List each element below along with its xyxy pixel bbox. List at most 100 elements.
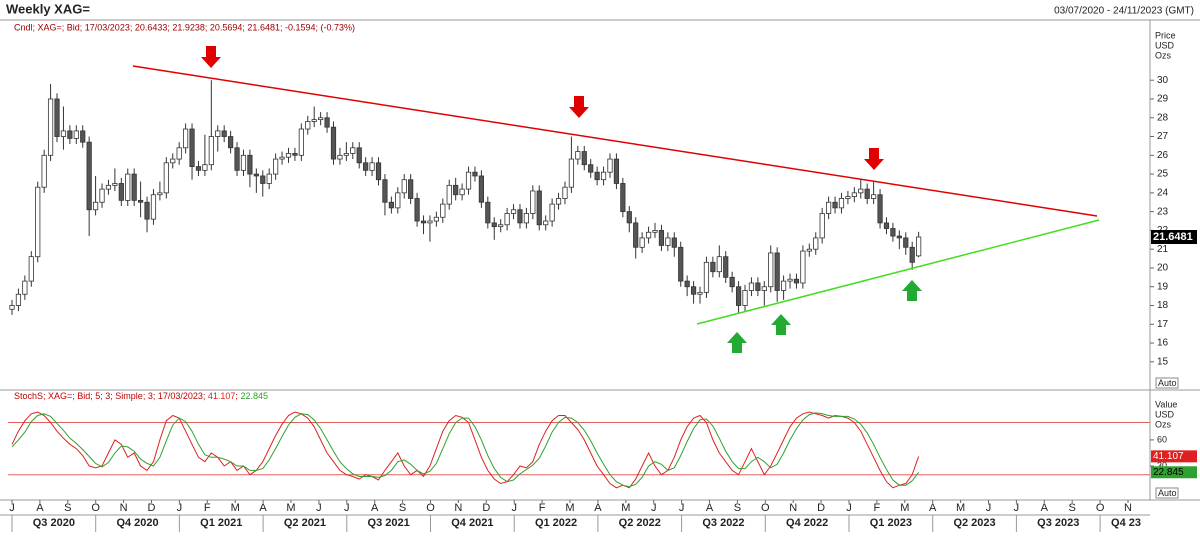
candle-body <box>15 293 22 306</box>
candle-body <box>742 290 748 306</box>
candle-body <box>73 130 79 139</box>
candle-body <box>716 256 722 273</box>
auto-button <box>1155 377 1179 389</box>
y-tick-label: 27 <box>1157 131 1169 142</box>
candle-body <box>453 184 459 196</box>
resistance-line <box>132 65 1098 217</box>
candle-body <box>748 282 755 291</box>
value-box <box>1151 450 1197 463</box>
candle-body <box>896 235 902 239</box>
candle-body <box>260 175 266 184</box>
candle-body <box>845 196 851 199</box>
candle-body <box>131 173 137 201</box>
candle-body <box>671 237 677 248</box>
candle-body <box>916 236 922 257</box>
candle-body <box>665 237 671 246</box>
x-tick-label: N <box>120 502 128 514</box>
candle-body <box>806 248 812 252</box>
price-panel: PriceUSDOzs15161718192021222324252627282… <box>9 30 1197 389</box>
candle-body <box>54 98 60 137</box>
quarter-label: Q3 2023 <box>1037 517 1079 529</box>
candle-body <box>247 154 253 175</box>
value-box-label: 22.845 <box>1153 467 1184 478</box>
candle-body <box>626 211 632 224</box>
quarter-label: Q2 2023 <box>953 517 995 529</box>
stoch-info: StochS; XAG=; Bid; 5; 3; Simple; 3; 17/0… <box>14 391 268 401</box>
candle-body <box>60 130 67 137</box>
y-tick-label: 30 <box>1157 460 1167 470</box>
candle-body <box>729 276 735 288</box>
candle-body <box>318 117 324 121</box>
quarter-label: Q4 23 <box>1111 517 1141 529</box>
candle-body <box>781 280 787 291</box>
candle-body <box>735 286 742 306</box>
y-tick-label: 15 <box>1157 356 1169 367</box>
candle-body <box>813 237 819 250</box>
x-tick-label: J <box>986 502 992 514</box>
candle-body <box>208 136 214 166</box>
candle-body <box>234 147 240 171</box>
y-tick-label: 17 <box>1157 319 1169 330</box>
candle-body <box>401 179 407 194</box>
quarter-label: Q1 2022 <box>535 517 577 529</box>
candle-body <box>273 158 279 175</box>
y-tick-label: 18 <box>1157 300 1169 311</box>
axis-label: Ozs <box>1155 419 1172 429</box>
quarter-label: Q1 2021 <box>200 517 242 529</box>
x-tick-label: N <box>454 502 462 514</box>
x-tick-label: N <box>789 502 797 514</box>
quarter-label: Q3 2021 <box>368 517 410 529</box>
candle-body <box>195 166 202 171</box>
x-tick-label: D <box>817 502 825 514</box>
support-line <box>696 219 1100 325</box>
candle-body <box>395 192 401 209</box>
candle-body <box>343 153 349 156</box>
x-tick-label: A <box>929 502 937 514</box>
candle-body <box>427 220 433 224</box>
candle-body <box>266 173 272 184</box>
stoch-line <box>11 412 919 488</box>
x-tick-label: A <box>259 502 267 514</box>
candle-body <box>826 201 832 214</box>
x-tick-label: A <box>36 502 44 514</box>
candle-body <box>215 130 221 137</box>
candle-body <box>292 153 298 156</box>
price-info: Cndl; XAG=; Bid; 17/03/2023; 20.6433; 21… <box>14 22 355 32</box>
x-tick-label: S <box>1069 502 1076 514</box>
axis-label: Value <box>1155 399 1177 409</box>
candle-body <box>575 151 581 160</box>
candle-body <box>838 198 845 209</box>
separator: ; <box>235 391 238 401</box>
candle-body <box>543 220 549 226</box>
candle-body <box>658 230 665 246</box>
y-tick-label: 29 <box>1157 94 1169 105</box>
candle-body <box>594 171 600 181</box>
candle-body <box>67 130 73 139</box>
candle-body <box>581 151 587 166</box>
candle-body <box>408 179 414 199</box>
candle-body <box>105 184 112 190</box>
y-tick-label: 20 <box>1157 263 1169 274</box>
candle-body <box>118 183 124 201</box>
x-tick-label: M <box>900 502 909 514</box>
candle-body <box>588 164 594 173</box>
candle-body <box>652 230 658 233</box>
x-tick-label: J <box>511 502 517 514</box>
candle-body <box>446 184 452 205</box>
y-tick-label: 19 <box>1157 281 1169 292</box>
candle-body <box>285 153 292 158</box>
x-tick-label: J <box>846 502 852 514</box>
x-tick-label: M <box>621 502 630 514</box>
candle-body <box>472 171 478 177</box>
candle-body <box>86 141 92 211</box>
candle-body <box>517 209 523 224</box>
candle-body <box>710 261 716 273</box>
y-tick-label: 21 <box>1157 244 1169 255</box>
value-box-label: 41.107 <box>1153 451 1184 462</box>
down-arrow <box>569 96 589 118</box>
x-tick-label: A <box>1041 502 1049 514</box>
candle-body <box>723 256 729 278</box>
y-tick-label: 23 <box>1157 206 1169 217</box>
x-tick-label: J <box>651 502 657 514</box>
